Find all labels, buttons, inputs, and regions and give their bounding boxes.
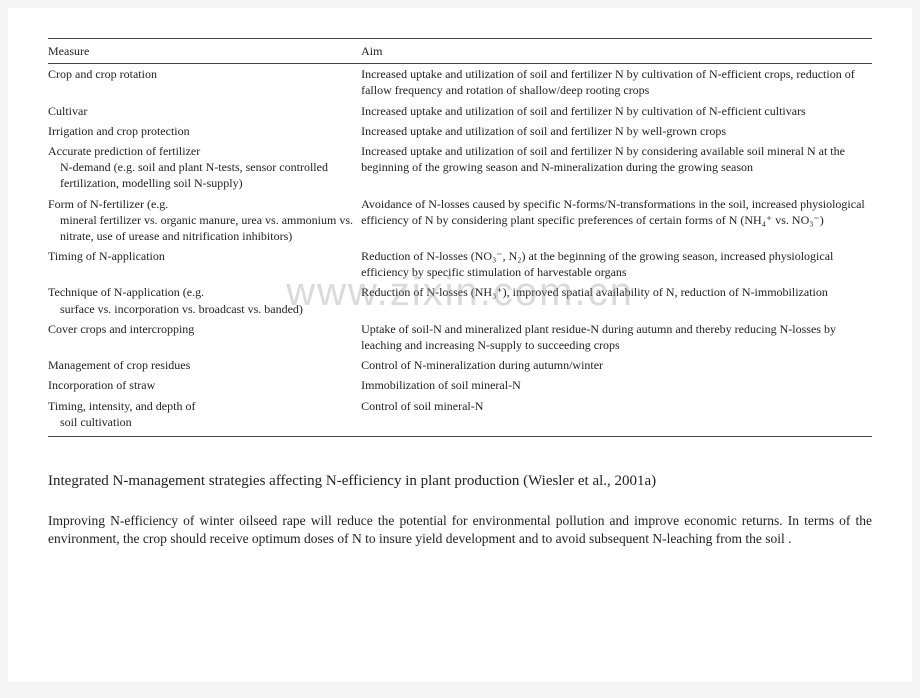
measure-main: Technique of N-application (e.g. (48, 285, 204, 299)
cell-measure: Accurate prediction of fertilizer N-dema… (48, 141, 361, 194)
measure-main: Accurate prediction of fertilizer (48, 144, 200, 158)
table-header-row: Measure Aim (48, 39, 872, 64)
measure-sub: mineral fertilizer vs. organic manure, u… (48, 212, 355, 244)
strategies-table: Measure Aim Crop and crop rotation Incre… (48, 38, 872, 437)
table-body: Crop and crop rotation Increased uptake … (48, 64, 872, 437)
cell-aim: Increased uptake and utilization of soil… (361, 141, 872, 194)
table-row: Incorporation of straw Immobilization of… (48, 375, 872, 395)
measure-main: Form of N-fertilizer (e.g. (48, 197, 168, 211)
cell-aim: Avoidance of N-losses caused by specific… (361, 194, 872, 247)
cell-aim: Reduction of N-losses (NO₃⁻, N₂) at the … (361, 246, 872, 282)
cell-measure: Incorporation of straw (48, 375, 361, 395)
table-row: Cultivar Increased uptake and utilizatio… (48, 101, 872, 121)
table-row: Technique of N-application (e.g. surface… (48, 282, 872, 318)
measure-main: Timing, intensity, and depth of (48, 399, 195, 413)
table-row: Crop and crop rotation Increased uptake … (48, 64, 872, 101)
cell-aim: Uptake of soil-N and mineralized plant r… (361, 319, 872, 355)
table-row: Timing, intensity, and depth of soil cul… (48, 396, 872, 437)
measure-sub: soil cultivation (48, 414, 355, 430)
cell-measure: Timing of N-application (48, 246, 361, 282)
cell-measure: Technique of N-application (e.g. surface… (48, 282, 361, 318)
cell-aim: Increased uptake and utilization of soil… (361, 101, 872, 121)
cell-measure: Cover crops and intercropping (48, 319, 361, 355)
table-row: Timing of N-application Reduction of N-l… (48, 246, 872, 282)
table-row: Irrigation and crop protection Increased… (48, 121, 872, 141)
cell-aim: Control of soil mineral-N (361, 396, 872, 437)
measure-sub: N-demand (e.g. soil and plant N-tests, s… (48, 159, 355, 191)
cell-aim: Reduction of N-losses (NH₃⁺), improved s… (361, 282, 872, 318)
cell-aim: Immobilization of soil mineral-N (361, 375, 872, 395)
cell-aim: Increased uptake and utilization of soil… (361, 121, 872, 141)
header-aim: Aim (361, 39, 872, 64)
table-row: Form of N-fertilizer (e.g. mineral ferti… (48, 194, 872, 247)
table-caption: Integrated N-management strategies affec… (48, 473, 872, 490)
table-row: Cover crops and intercropping Uptake of … (48, 319, 872, 355)
cell-measure: Form of N-fertilizer (e.g. mineral ferti… (48, 194, 361, 247)
cell-measure: Irrigation and crop protection (48, 121, 361, 141)
table-row: Accurate prediction of fertilizer N-dema… (48, 141, 872, 194)
header-measure: Measure (48, 39, 361, 64)
cell-measure: Management of crop residues (48, 355, 361, 375)
cell-measure: Crop and crop rotation (48, 64, 361, 101)
cell-aim: Increased uptake and utilization of soil… (361, 64, 872, 101)
measure-sub: surface vs. incorporation vs. broadcast … (48, 301, 355, 317)
body-paragraph: Improving N-efficiency of winter oilseed… (48, 512, 872, 548)
cell-measure: Timing, intensity, and depth of soil cul… (48, 396, 361, 437)
page: Measure Aim Crop and crop rotation Incre… (8, 8, 912, 682)
cell-aim: Control of N-mineralization during autum… (361, 355, 872, 375)
cell-measure: Cultivar (48, 101, 361, 121)
table-row: Management of crop residues Control of N… (48, 355, 872, 375)
